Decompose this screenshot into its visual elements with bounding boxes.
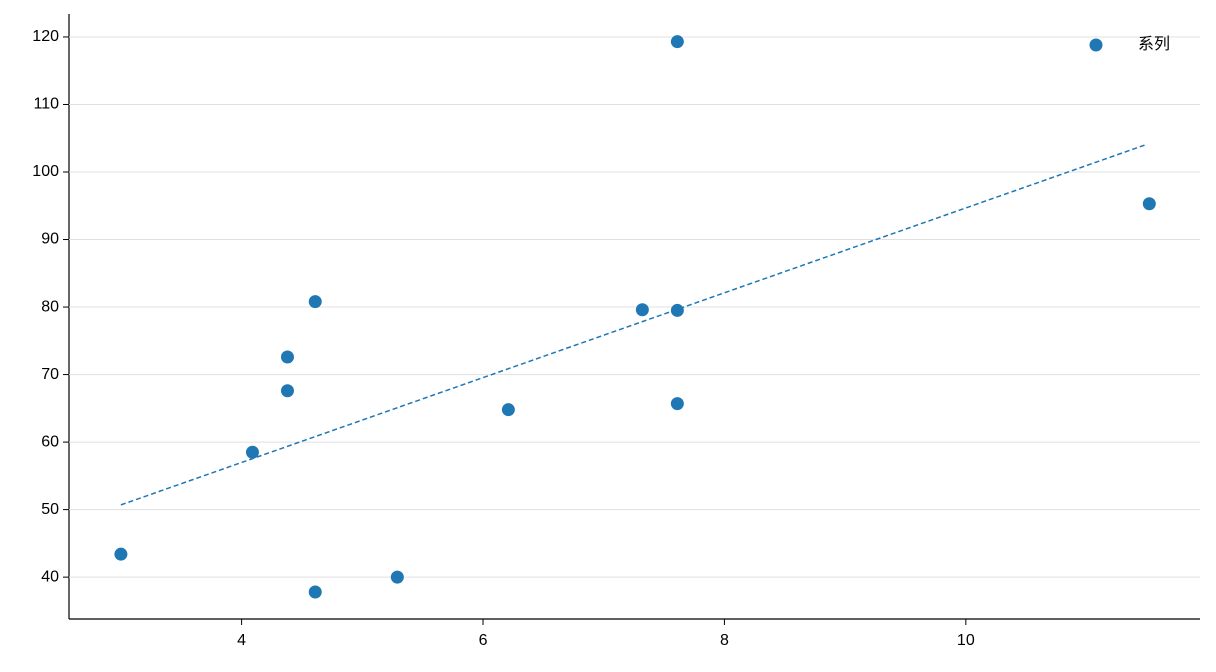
y-tick-label: 40 bbox=[41, 568, 59, 585]
scatter-point bbox=[308, 585, 322, 599]
scatter-point bbox=[280, 384, 294, 398]
y-tick-label: 80 bbox=[41, 298, 59, 315]
y-tick-label: 100 bbox=[32, 163, 59, 180]
scatter-point bbox=[245, 445, 259, 459]
x-tick-label: 4 bbox=[237, 632, 246, 649]
y-tick-label: 70 bbox=[41, 366, 59, 383]
legend-label: 系列 bbox=[1138, 35, 1170, 53]
scatter-point bbox=[280, 350, 294, 364]
scatter-point bbox=[670, 303, 684, 317]
scatter-point bbox=[308, 295, 322, 309]
x-tick-label: 6 bbox=[479, 632, 488, 649]
scatter-point bbox=[114, 547, 128, 561]
scatter-point bbox=[501, 403, 515, 417]
scatter-point bbox=[670, 35, 684, 49]
x-tick-label: 8 bbox=[720, 632, 729, 649]
x-tick-label: 10 bbox=[957, 632, 975, 649]
scatter-point bbox=[390, 570, 404, 584]
scatter-point bbox=[1142, 197, 1156, 211]
trend-line bbox=[120, 143, 1148, 506]
scatter-point bbox=[635, 303, 649, 317]
y-tick-label: 110 bbox=[33, 96, 59, 113]
y-tick-label: 50 bbox=[41, 501, 59, 518]
y-tick-label: 60 bbox=[41, 433, 59, 450]
y-tick-label: 90 bbox=[41, 231, 59, 248]
legend-marker bbox=[1089, 38, 1103, 52]
scatter-point bbox=[670, 397, 684, 411]
y-tick-label: 120 bbox=[32, 28, 59, 45]
